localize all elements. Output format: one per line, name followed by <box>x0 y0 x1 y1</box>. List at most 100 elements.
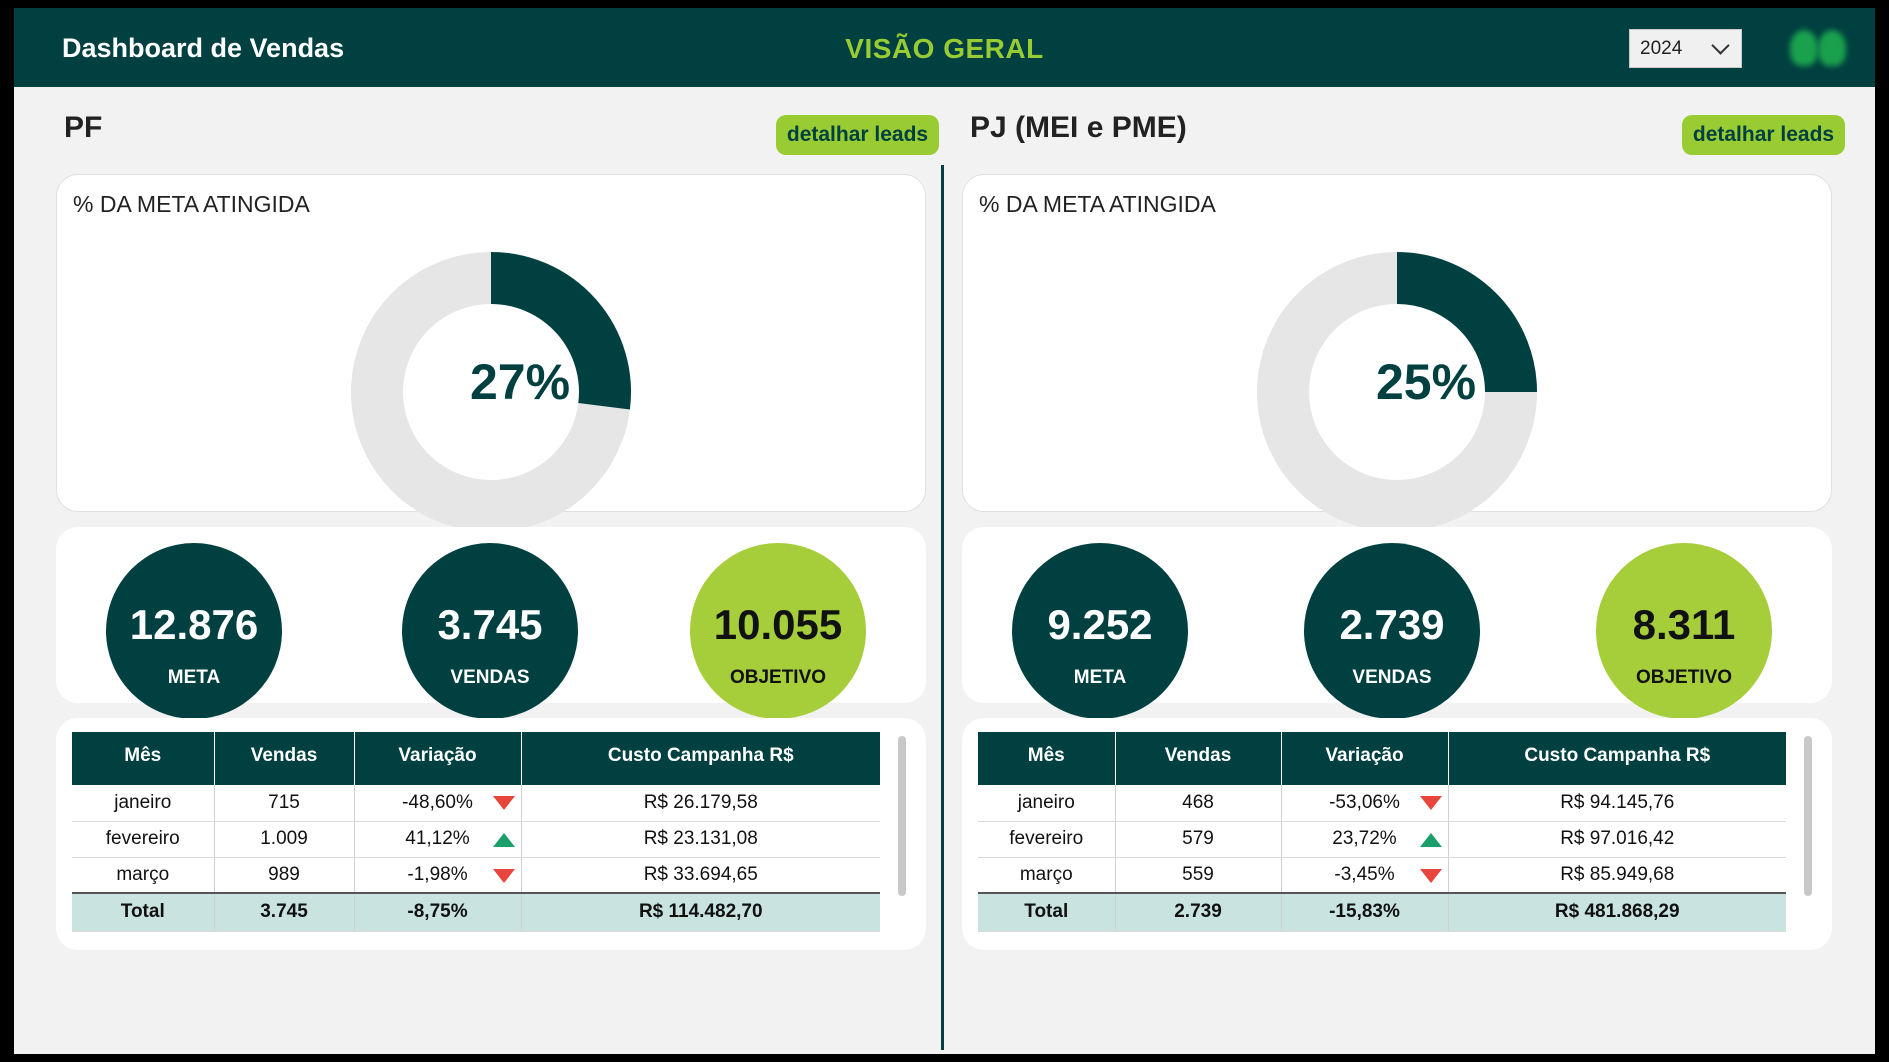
triangle-down-icon <box>492 868 515 883</box>
table-total-row: Total 2.739 -15,83% R$ 481.868,29 <box>978 892 1786 932</box>
cell-custo: R$ 26.179,58 <box>521 785 880 822</box>
variacao-value: -1,98% <box>407 863 468 885</box>
table-row: fevereiro 1.009 41,12% R$ 23.131,08 <box>72 821 880 858</box>
cell-mes: janeiro <box>72 785 215 822</box>
variacao-value: 41,12% <box>405 828 470 849</box>
pj-kpi-vendas-value: 2.739 <box>1339 601 1445 648</box>
cell-mes: março <box>978 857 1116 894</box>
variacao-value: -53,06% <box>1329 791 1400 813</box>
table-total-row: Total 3.745 -8,75% R$ 114.482,70 <box>72 892 880 932</box>
column-header-vendas[interactable]: Vendas <box>214 732 355 785</box>
company-logo <box>1784 26 1854 71</box>
year-filter-value: 2024 <box>1640 37 1683 59</box>
pf-kpi-objetivo-label: OBJETIVO <box>729 667 827 688</box>
cell-mes: janeiro <box>978 785 1116 822</box>
column-header-mes[interactable]: Mês <box>978 732 1116 785</box>
column-header-variacao[interactable]: Variação <box>354 732 522 785</box>
cell-vendas: 559 <box>1115 857 1282 894</box>
page-title: VISÃO GERAL <box>845 33 1044 64</box>
cell-custo: R$ 33.694,65 <box>521 857 880 894</box>
triangle-down-icon <box>492 796 515 810</box>
pf-gauge-label: % DA META ATINGIDA <box>73 191 310 217</box>
pj-table-scrollbar[interactable] <box>1804 736 1812 896</box>
table-header-row: Mês Vendas Variação Custo Campanha R$ <box>72 732 880 785</box>
table-row: março 989 -1,98% R$ 33.694,65 <box>72 857 880 894</box>
table-row: janeiro 468 -53,06% R$ 94.145,76 <box>978 785 1786 822</box>
app-title: Dashboard de Vendas <box>62 33 345 63</box>
cell-variacao: -53,06% <box>1281 785 1449 822</box>
chevron-down-icon <box>1711 36 1730 55</box>
pf-table-scrollbar[interactable] <box>898 736 906 896</box>
dashboard-window: Dashboard de Vendas VISÃO GERAL 2024 PF … <box>14 8 1875 1054</box>
total-custo: R$ 481.868,29 <box>1448 892 1786 932</box>
total-variacao: -8,75% <box>354 892 522 932</box>
cell-variacao: 23,72% <box>1281 821 1449 858</box>
pj-donut-progress <box>1396 252 1537 393</box>
pj-gauge-value: 25% <box>1375 354 1477 410</box>
column-header-custo[interactable]: Custo Campanha R$ <box>1448 732 1786 785</box>
pf-section: PF detalhar leads % DA META ATINGIDA 27%… <box>56 87 939 1054</box>
pj-section: PJ (MEI e PME) detalhar leads % DA META … <box>962 87 1845 1054</box>
total-mes: Total <box>72 892 215 932</box>
pf-monthly-table: Mês Vendas Variação Custo Campanha R$ ja… <box>72 732 880 932</box>
pj-kpi-meta: 9.252 META <box>1012 543 1188 719</box>
total-vendas: 2.739 <box>1115 892 1282 932</box>
variacao-value: -3,45% <box>1334 863 1395 885</box>
cell-vendas: 715 <box>214 785 355 822</box>
table-header-row: Mês Vendas Variação Custo Campanha R$ <box>978 732 1786 785</box>
section-divider <box>941 165 944 1050</box>
cell-variacao: -3,45% <box>1281 857 1449 894</box>
year-filter-dropdown[interactable]: 2024 <box>1629 29 1742 68</box>
cell-vendas: 468 <box>1115 785 1282 822</box>
pj-section-title: PJ (MEI e PME) <box>970 111 1187 144</box>
pf-kpi-vendas-label: VENDAS <box>450 667 530 688</box>
cell-mes: fevereiro <box>72 821 215 858</box>
pj-kpi-objetivo-value: 8.311 <box>1632 601 1736 648</box>
pj-donut-chart <box>1257 252 1537 532</box>
top-bar: Dashboard de Vendas VISÃO GERAL 2024 <box>14 8 1875 87</box>
cell-vendas: 579 <box>1115 821 1282 858</box>
pj-kpi-vendas-label: VENDAS <box>1352 667 1432 688</box>
triangle-down-icon <box>1419 868 1442 883</box>
pf-detail-leads-button[interactable]: detalhar leads <box>776 115 939 155</box>
table-row: março 559 -3,45% R$ 85.949,68 <box>978 857 1786 894</box>
pf-donut-chart <box>351 252 631 532</box>
variacao-value: 23,72% <box>1332 828 1397 849</box>
column-header-mes[interactable]: Mês <box>72 732 215 785</box>
cell-variacao: -48,60% <box>354 785 522 822</box>
pf-kpi-vendas-value: 3.745 <box>437 601 543 648</box>
pj-kpi-meta-value: 9.252 <box>1047 601 1153 648</box>
pf-kpi-meta-value: 12.876 <box>129 601 259 648</box>
cell-vendas: 1.009 <box>214 821 355 858</box>
pj-kpi-objetivo-label: OBJETIVO <box>1635 667 1733 688</box>
pf-kpi-meta: 12.876 META <box>106 543 282 719</box>
column-header-variacao[interactable]: Variação <box>1281 732 1449 785</box>
pf-goal-gauge-card: % DA META ATINGIDA 27% <box>56 174 926 532</box>
pj-kpi-objetivo: 8.311 OBJETIVO <box>1596 543 1772 719</box>
variacao-value: -48,60% <box>402 791 473 813</box>
pf-kpi-vendas: 3.745 VENDAS <box>402 543 578 719</box>
total-custo: R$ 114.482,70 <box>521 892 880 932</box>
pf-monthly-table-card: Mês Vendas Variação Custo Campanha R$ ja… <box>56 718 926 950</box>
pj-monthly-table-card: Mês Vendas Variação Custo Campanha R$ ja… <box>962 718 1832 950</box>
pj-kpi-meta-label: META <box>1073 667 1127 688</box>
cell-variacao: 41,12% <box>354 821 522 858</box>
pf-kpi-objetivo: 10.055 OBJETIVO <box>690 543 866 719</box>
pj-kpi-card: 9.252 META 2.739 VENDAS 8.311 OBJETIVO <box>962 527 1832 719</box>
table-row: janeiro 715 -48,60% R$ 26.179,58 <box>72 785 880 822</box>
total-mes: Total <box>978 892 1116 932</box>
pf-section-title: PF <box>64 111 103 144</box>
column-header-custo[interactable]: Custo Campanha R$ <box>521 732 880 785</box>
pj-gauge-label: % DA META ATINGIDA <box>979 191 1216 217</box>
column-header-vendas[interactable]: Vendas <box>1115 732 1282 785</box>
cell-variacao: -1,98% <box>354 857 522 894</box>
triangle-up-icon <box>492 832 515 847</box>
pf-kpi-card: 12.876 META 3.745 VENDAS 10.055 OBJETIVO <box>56 527 926 719</box>
total-variacao: -15,83% <box>1281 892 1449 932</box>
cell-custo: R$ 85.949,68 <box>1448 857 1786 894</box>
pf-donut-progress <box>490 252 631 410</box>
cell-custo: R$ 94.145,76 <box>1448 785 1786 822</box>
table-row: fevereiro 579 23,72% R$ 97.016,42 <box>978 821 1786 858</box>
pf-kpi-objetivo-value: 10.055 <box>713 601 843 648</box>
pj-detail-leads-button[interactable]: detalhar leads <box>1682 115 1845 155</box>
